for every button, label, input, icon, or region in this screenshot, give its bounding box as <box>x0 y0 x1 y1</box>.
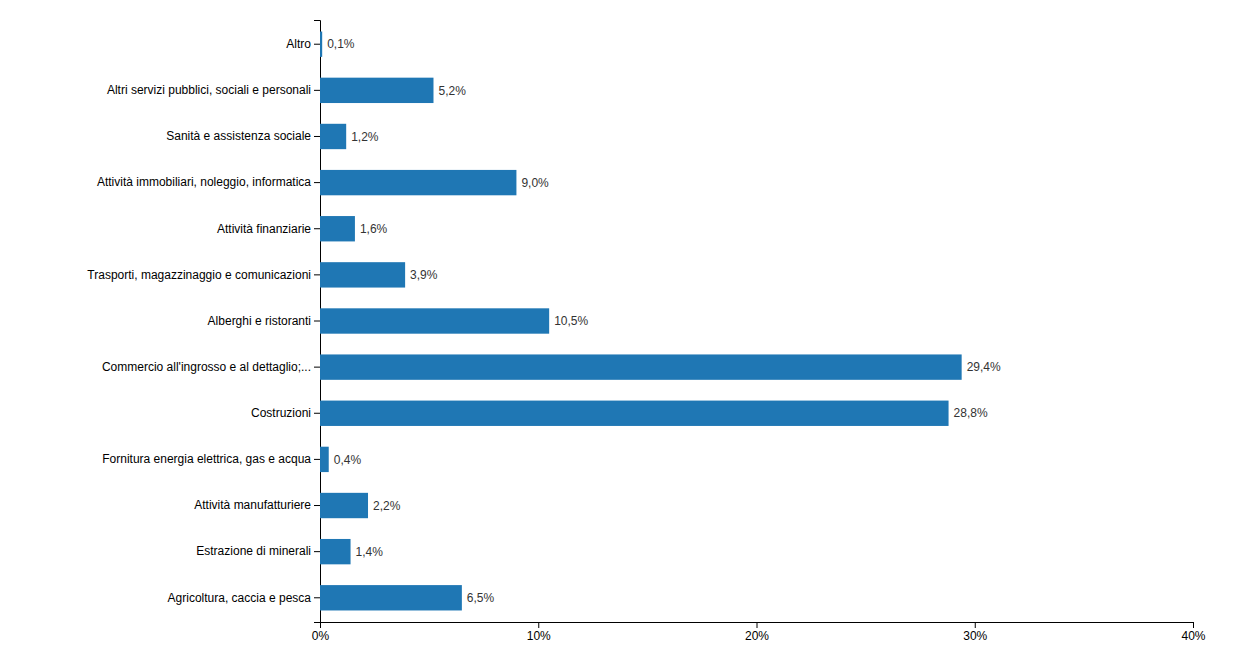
tick: 20% <box>745 622 769 643</box>
tick-mark <box>757 622 758 628</box>
x-axis: 0% 10% 20% 30% 40% <box>312 622 1206 643</box>
bar <box>320 262 405 287</box>
bar <box>320 124 346 149</box>
chart: 0% 10% 20% 30% 40% Altro Altri servizi pubblic… <box>0 0 1253 667</box>
bar <box>320 308 549 333</box>
tick-label: 30% <box>963 629 987 643</box>
tick-mark <box>314 228 320 229</box>
tick: 10% <box>527 622 551 643</box>
data-label: 1,6% <box>360 222 388 236</box>
bar <box>320 32 322 57</box>
tick-mark <box>314 459 320 460</box>
tick-mark <box>314 44 320 45</box>
tick-mark <box>314 597 320 598</box>
plot: 0% 10% 20% 30% 40% Altro Altri servizi pubblic… <box>87 21 1206 643</box>
data-label: 29,4% <box>967 360 1001 374</box>
tick: Alberghi e ristoranti <box>208 314 320 328</box>
data-label: 10,5% <box>554 314 588 328</box>
tick-mark <box>314 136 320 137</box>
tick-mark <box>975 622 976 628</box>
tick-label: 20% <box>745 629 769 643</box>
tick: Costruzioni <box>251 406 320 420</box>
tick: Sanità e assistenza sociale <box>166 129 320 143</box>
bar <box>320 493 368 518</box>
tick-mark <box>314 551 320 552</box>
axis-line <box>314 21 321 623</box>
tick-label: Trasporti, magazzinaggio e comunicazioni <box>87 268 311 282</box>
bar <box>320 354 962 379</box>
tick: 40% <box>1181 622 1205 643</box>
bar <box>320 447 329 472</box>
tick: Attività finanziarie <box>217 222 320 236</box>
tick-label: 0% <box>312 629 330 643</box>
tick-mark <box>314 505 320 506</box>
tick-label: Sanità e assistenza sociale <box>166 129 311 143</box>
data-labels: 0,1% 5,2% 1,2% 9,0% 1,6% 3,9% 10,5% 29,4% 28,8% 0… <box>327 37 1001 605</box>
tick: Trasporti, magazzinaggio e comunicazioni <box>87 268 320 282</box>
axis-line <box>321 623 1194 629</box>
tick-mark <box>314 274 320 275</box>
tick-label: Attività manufatturiere <box>194 498 311 512</box>
tick: Altri servizi pubblici, sociali e person… <box>107 83 320 97</box>
tick-mark <box>314 182 320 183</box>
tick-mark <box>314 321 320 322</box>
data-label: 0,1% <box>327 37 355 51</box>
tick: Altro <box>286 37 320 51</box>
tick: Commercio all'ingrosso e al dettaglio;..… <box>102 360 320 374</box>
bar <box>320 539 351 564</box>
bar <box>320 216 355 241</box>
data-label: 9,0% <box>521 176 549 190</box>
bar <box>320 401 949 426</box>
tick-mark <box>538 622 539 628</box>
data-label: 5,2% <box>438 84 466 98</box>
tick-label: 40% <box>1181 629 1205 643</box>
tick-mark <box>314 413 320 414</box>
tick-label: Altro <box>286 37 311 51</box>
tick: Agricoltura, caccia e pesca <box>168 591 320 605</box>
tick-label: Costruzioni <box>251 406 311 420</box>
tick: Estrazione di minerali <box>196 544 320 558</box>
tick-label: Altri servizi pubblici, sociali e person… <box>107 83 311 97</box>
tick-label: Attività finanziarie <box>217 222 311 236</box>
data-label: 28,8% <box>954 406 988 420</box>
tick-mark <box>314 367 320 368</box>
bars <box>320 32 962 611</box>
tick-label: Alberghi e ristoranti <box>208 314 311 328</box>
bar <box>320 170 516 195</box>
data-label: 2,2% <box>373 499 401 513</box>
tick-label: 10% <box>527 629 551 643</box>
data-label: 6,5% <box>467 591 495 605</box>
tick-mark <box>314 90 320 91</box>
tick-label: Estrazione di minerali <box>196 544 311 558</box>
tick-label: Commercio all'ingrosso e al dettaglio;..… <box>102 360 311 374</box>
tick: Attività immobiliari, noleggio, informat… <box>97 175 320 189</box>
data-label: 3,9% <box>410 268 438 282</box>
data-label: 0,4% <box>334 453 362 467</box>
tick: Attività manufatturiere <box>194 498 320 512</box>
tick-label: Fornitura energia elettrica, gas e acqua <box>102 452 311 466</box>
tick: 30% <box>963 622 987 643</box>
data-label: 1,2% <box>351 130 379 144</box>
tick-label: Attività immobiliari, noleggio, informat… <box>97 175 311 189</box>
bar <box>320 78 433 103</box>
y-axis: Altro Altri servizi pubblici, sociali e p… <box>87 21 320 623</box>
data-label: 1,4% <box>356 545 384 559</box>
bar <box>320 585 462 610</box>
tick: 0% <box>312 622 330 643</box>
tick-mark <box>1193 622 1194 628</box>
tick: Fornitura energia elettrica, gas e acqua <box>102 452 320 466</box>
tick-label: Agricoltura, caccia e pesca <box>168 591 312 605</box>
